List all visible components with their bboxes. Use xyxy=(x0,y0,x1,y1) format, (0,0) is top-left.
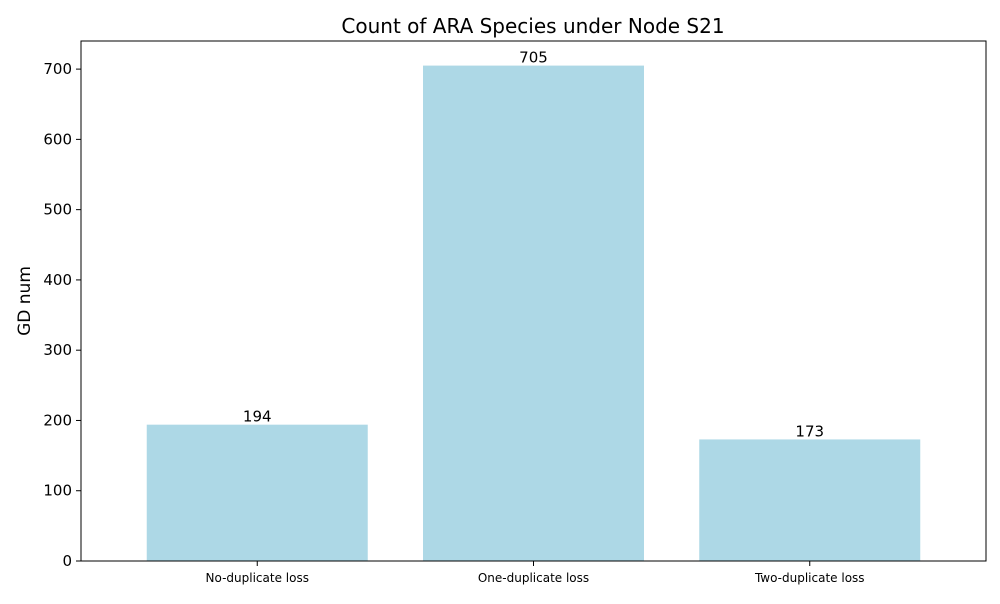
y-tick-label-4: 400 xyxy=(43,271,72,289)
y-tick-label-5: 500 xyxy=(43,201,72,219)
x-axis-ticks: No-duplicate loss One-duplicate loss Two-d… xyxy=(206,561,865,585)
bar-2 xyxy=(699,439,921,561)
plot-area-frame xyxy=(80,40,987,562)
bars-layer xyxy=(146,65,921,561)
bar-0 xyxy=(146,424,368,561)
y-axis-label: GD num xyxy=(15,266,35,336)
y-tick-label-3: 300 xyxy=(43,341,72,359)
bar-value-label-1: 705 xyxy=(519,49,548,67)
bar-value-label-2: 173 xyxy=(795,422,824,440)
x-tick-label-2: Two-duplicate loss xyxy=(754,571,865,585)
y-tick-label-0: 0 xyxy=(62,552,72,570)
y-tick-label-1: 100 xyxy=(43,482,72,500)
bar-1 xyxy=(422,65,645,561)
y-tick-label-7: 700 xyxy=(43,60,72,78)
y-axis-ticks: 0 100 200 300 400 500 600 700 xyxy=(43,60,81,570)
y-tick-label-2: 200 xyxy=(43,411,72,429)
data-labels-layer: 194 705 173 xyxy=(243,49,824,441)
x-tick-label-0: No-duplicate loss xyxy=(206,571,309,585)
y-tick-label-6: 600 xyxy=(43,130,72,148)
x-tick-label-1: One-duplicate loss xyxy=(478,571,589,585)
chart-title: Count of ARA Species under Node S21 xyxy=(341,14,724,38)
bar-value-label-0: 194 xyxy=(243,408,272,426)
